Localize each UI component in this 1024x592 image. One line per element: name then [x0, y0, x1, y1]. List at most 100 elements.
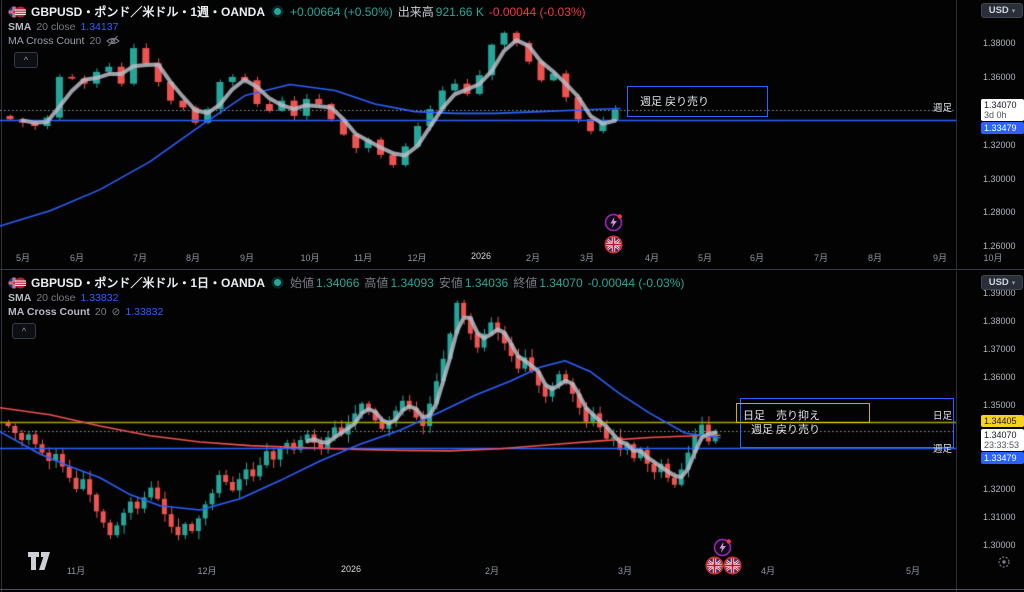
price-tick: 1.38000	[983, 316, 1016, 326]
weekly-level-side-label: 週足	[932, 103, 952, 114]
time-tick[interactable]: 6月	[69, 253, 84, 263]
price-tick: 1.32000	[983, 484, 1016, 494]
chevron-down-icon: ▾	[1011, 279, 1016, 287]
weekly-symbol-title[interactable]: GBPUSD・ポンド／米ドル・1週・OANDA	[31, 5, 266, 19]
bottom-edge-line	[0, 589, 1024, 590]
price-tick: 1.37000	[983, 344, 1016, 354]
daily-annotation-text: 日足 売り抑え	[743, 410, 820, 422]
gbpusd-pair-logo-icon	[8, 276, 26, 290]
weekly-chart-panel: GBPUSD・ポンド／米ドル・1週・OANDA +0.00664 (+0.50%…	[0, 0, 1024, 269]
price-tick: 1.32000	[983, 140, 1016, 150]
daily-blue-zone-box[interactable]	[740, 398, 954, 448]
weekly-level-side-label: 週足	[932, 444, 952, 455]
time-tick[interactable]: 12月	[407, 253, 427, 263]
market-status-icon[interactable]	[274, 8, 282, 15]
weekly-chart-canvas[interactable]	[0, 0, 956, 248]
chevron-down-icon: ▾	[1011, 7, 1016, 15]
ma-cross-indicator-params: 20	[89, 35, 102, 47]
collapse-indicators-button[interactable]: ^	[12, 323, 36, 339]
time-tick[interactable]: 5月	[905, 566, 920, 576]
time-tick[interactable]: 7月	[813, 253, 828, 263]
time-tick[interactable]: 12月	[197, 566, 217, 576]
collapse-indicators-button[interactable]: ^	[14, 52, 38, 68]
currency-dropdown[interactable]: USD ▾	[981, 3, 1023, 18]
ma-cross-indicator-name[interactable]: MA Cross Count	[8, 35, 85, 47]
sma-indicator-params: 20 close	[36, 292, 76, 304]
weekly-change-negative: -0.00044 (-0.03%)	[488, 4, 586, 19]
sma-indicator-name[interactable]: SMA	[8, 21, 32, 33]
gbp-flag-icon[interactable]	[705, 556, 724, 580]
time-tick[interactable]: 2026	[470, 251, 492, 261]
time-tick[interactable]: 10月	[300, 253, 320, 263]
volume-value: 921.66 K	[435, 4, 484, 19]
gbp-flag-icon[interactable]	[604, 235, 623, 259]
economic-event-icon[interactable]	[713, 538, 732, 562]
panel-divider[interactable]	[0, 269, 1024, 270]
time-tick[interactable]: 2月	[525, 253, 540, 263]
market-status-icon[interactable]	[274, 279, 282, 286]
time-tick[interactable]: 4月	[760, 566, 775, 576]
sma-indicator-value: 1.33832	[80, 292, 119, 304]
weekly-annotation-text: 週足 戻り売り	[640, 96, 710, 108]
price-tick: 1.28000	[983, 207, 1016, 217]
axis-settings-icon[interactable]	[997, 555, 1011, 574]
time-tick[interactable]: 10月	[983, 253, 1003, 263]
weekly-annotation-box[interactable]	[627, 86, 768, 117]
price-scale-separator[interactable]	[956, 0, 957, 269]
sma-indicator-name[interactable]: SMA	[8, 292, 32, 304]
tradingview-logo[interactable]	[28, 552, 58, 575]
daily-symbol-title[interactable]: GBPUSD・ポンド／米ドル・1日・OANDA	[31, 276, 266, 290]
ma-cross-indicator-value: 1.33832	[125, 306, 164, 318]
open-value: 1.34066	[316, 275, 360, 290]
open-label: 始値	[290, 276, 315, 290]
currency-dropdown[interactable]: USD ▾	[981, 275, 1023, 290]
time-tick[interactable]: 3月	[617, 566, 632, 576]
weekly-annotation-text: 週足 戻り売り	[751, 424, 821, 436]
time-tick[interactable]: 4月	[644, 253, 659, 263]
time-tick[interactable]: 8月	[185, 253, 200, 263]
time-tick[interactable]: 2月	[484, 566, 499, 576]
time-tick[interactable]: 8月	[867, 253, 882, 263]
high-label: 高値	[364, 276, 389, 290]
weekly-countdown-price-label: 1.34070 3d 0h	[981, 99, 1024, 121]
ma-cross-indicator-params: 20	[94, 306, 107, 318]
price-tick: 1.38000	[983, 38, 1016, 48]
weekly-level-price-label: 1.33479	[981, 452, 1024, 464]
ma-cross-indicator-name[interactable]: MA Cross Count	[8, 306, 90, 318]
time-tick[interactable]: 11月	[66, 566, 86, 576]
sma-indicator-value: 1.34137	[80, 21, 119, 33]
time-tick[interactable]: 9月	[239, 253, 254, 263]
close-value: 1.34070	[539, 275, 583, 290]
time-tick[interactable]: 5月	[15, 253, 30, 263]
gbp-flag-icon[interactable]	[723, 556, 742, 580]
low-value: 1.34036	[464, 275, 509, 290]
time-tick[interactable]: 2026	[340, 564, 362, 574]
weekly-change: +0.00664 (+0.50%)	[290, 4, 393, 19]
daily-change: -0.00044 (-0.03%)	[587, 275, 685, 290]
price-tick: 1.26000	[983, 241, 1016, 251]
time-tick[interactable]: 5月	[697, 253, 712, 263]
price-scale-separator[interactable]	[956, 271, 957, 592]
no-data-icon: ⊘	[111, 306, 121, 318]
close-label: 終値	[513, 276, 538, 290]
low-label: 安値	[438, 276, 463, 290]
time-tick[interactable]: 6月	[749, 253, 764, 263]
daily-chart-canvas[interactable]	[0, 271, 956, 558]
gbpusd-pair-logo-icon	[8, 5, 26, 19]
time-tick[interactable]: 3月	[579, 253, 594, 263]
price-tick: 1.30000	[983, 540, 1016, 550]
price-tick: 1.35000	[983, 400, 1016, 410]
weekly-level-price-label: 1.33479	[981, 122, 1024, 134]
daily-countdown-price-label: 1.34070 23:33:53	[981, 429, 1024, 451]
daily-level-price-label: 1.34405	[981, 415, 1024, 427]
time-tick[interactable]: 7月	[132, 253, 147, 263]
sma-indicator-params: 20 close	[36, 21, 76, 33]
time-tick[interactable]: 11月	[353, 253, 373, 263]
high-value: 1.34093	[390, 275, 434, 290]
daily-level-side-label: 日足	[932, 411, 952, 422]
economic-event-icon[interactable]	[604, 213, 623, 237]
daily-yellow-zone-box[interactable]	[736, 403, 870, 423]
visibility-off-icon[interactable]	[106, 35, 121, 47]
price-tick: 1.30000	[983, 174, 1016, 184]
price-tick: 1.36000	[983, 72, 1016, 82]
